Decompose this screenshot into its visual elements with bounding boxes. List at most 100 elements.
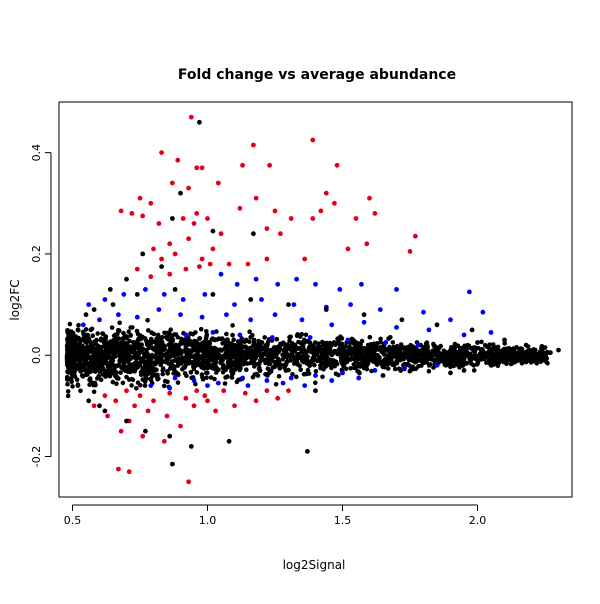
y-axis: -0.2 0.0 0.2 0.4 <box>30 144 52 467</box>
data-point <box>218 271 224 277</box>
data-point <box>469 327 475 333</box>
data-point <box>399 317 405 323</box>
data-point <box>107 287 113 292</box>
data-point <box>253 398 259 404</box>
data-point <box>97 403 102 409</box>
data-point <box>272 208 278 214</box>
data-point <box>245 261 251 267</box>
data-point <box>345 337 351 343</box>
x-axis-label: log2Signal <box>283 558 346 572</box>
data-point <box>264 388 270 394</box>
data-point <box>172 287 178 292</box>
data-point <box>302 256 308 262</box>
data-point <box>116 466 121 472</box>
data-point <box>313 388 318 394</box>
data-point <box>140 213 146 219</box>
x-axis: 0.5 1.0 1.5 2.0 <box>64 504 486 527</box>
data-point <box>191 221 197 226</box>
data-point <box>83 312 89 318</box>
data-point <box>205 398 210 404</box>
data-point <box>353 216 359 221</box>
data-point <box>118 208 124 214</box>
data-point <box>75 327 81 333</box>
data-point <box>102 297 108 302</box>
y-axis-label: log2FC <box>8 279 22 320</box>
data-point <box>221 388 227 394</box>
y-tick-label: 0.4 <box>30 144 43 162</box>
data-point <box>259 297 264 302</box>
data-point <box>172 375 178 381</box>
data-point <box>134 292 140 297</box>
data-point <box>480 309 486 315</box>
data-point <box>167 271 173 277</box>
data-point <box>91 307 97 312</box>
data-point <box>286 388 291 394</box>
data-point <box>475 340 480 345</box>
background-point-cloud <box>64 318 550 399</box>
data-point <box>110 302 116 307</box>
data-point <box>502 337 507 343</box>
data-point <box>334 162 340 168</box>
data-point <box>310 216 316 221</box>
data-point <box>348 302 353 307</box>
data-point <box>434 362 440 368</box>
data-point <box>305 449 310 454</box>
data-point <box>356 375 362 381</box>
data-point <box>542 345 548 350</box>
data-point <box>278 231 283 237</box>
data-point <box>186 236 192 242</box>
data-point <box>307 335 313 340</box>
data-point <box>448 317 453 323</box>
data-point <box>426 327 432 333</box>
data-point <box>140 251 146 257</box>
data-point <box>186 185 192 191</box>
data-point <box>280 380 286 386</box>
data-point <box>210 330 216 335</box>
data-point <box>407 249 413 254</box>
data-point <box>232 403 237 409</box>
data-point <box>226 261 232 267</box>
data-point <box>461 332 467 338</box>
data-point <box>534 355 540 361</box>
data-point <box>183 395 189 401</box>
y-tick-label: 0.0 <box>30 346 43 364</box>
data-point <box>269 335 275 340</box>
data-point <box>180 216 186 221</box>
data-point <box>237 205 243 211</box>
data-point <box>105 413 110 419</box>
data-point <box>148 274 154 280</box>
data-point <box>132 403 138 409</box>
data-point <box>232 302 237 307</box>
data-point <box>224 312 229 318</box>
data-point <box>286 302 291 307</box>
data-point <box>159 150 165 156</box>
data-point <box>226 438 232 444</box>
data-point <box>194 211 200 216</box>
data-point <box>175 157 181 163</box>
data-point <box>245 383 251 388</box>
x-tick-label: 0.5 <box>64 514 82 527</box>
data-point <box>267 162 272 168</box>
data-point <box>170 216 175 221</box>
data-point <box>129 211 135 216</box>
data-points <box>64 114 561 485</box>
data-point <box>488 362 494 368</box>
data-point <box>215 380 221 386</box>
data-point <box>156 307 162 312</box>
data-point <box>234 281 240 287</box>
data-point <box>488 330 494 335</box>
data-point <box>329 378 335 383</box>
data-point <box>134 314 140 320</box>
series-0 <box>91 114 418 485</box>
data-point <box>467 289 472 295</box>
data-point <box>248 297 254 302</box>
data-point <box>178 190 183 196</box>
data-point <box>323 307 329 312</box>
data-point <box>242 390 248 396</box>
data-point <box>377 307 383 312</box>
data-point <box>264 226 270 232</box>
data-point <box>167 433 173 439</box>
data-point <box>318 208 324 214</box>
